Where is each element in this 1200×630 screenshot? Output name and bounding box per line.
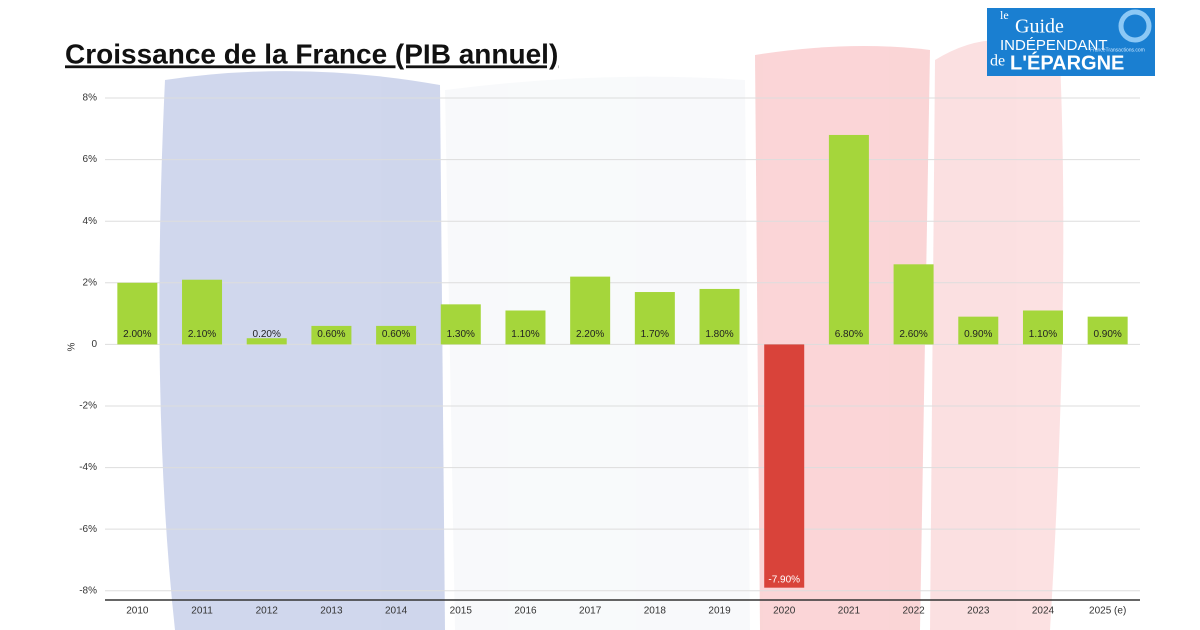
- logo-text: L'ÉPARGNE: [1010, 51, 1124, 74]
- chart-title: Croissance de la France (PIB annuel): [65, 38, 558, 69]
- x-tick-label: 2025 (e): [1089, 606, 1126, 617]
- data-label: 0.20%: [253, 329, 281, 340]
- y-tick-label: 0: [91, 339, 97, 350]
- data-label: 2.20%: [576, 329, 604, 340]
- data-label: 1.30%: [447, 329, 475, 340]
- x-tick-label: 2018: [644, 606, 667, 617]
- data-label: -7.90%: [768, 574, 800, 585]
- x-tick-label: 2024: [1032, 606, 1055, 617]
- x-tick-label: 2023: [967, 606, 990, 617]
- data-label: 1.80%: [705, 329, 733, 340]
- y-tick-label: -4%: [79, 462, 97, 473]
- data-label: 0.90%: [1093, 329, 1121, 340]
- bar: [1022, 310, 1063, 345]
- x-tick-label: 2017: [579, 606, 602, 617]
- x-tick-label: 2022: [902, 606, 925, 617]
- logo-ring: [1118, 9, 1152, 43]
- y-tick-label: 8%: [83, 93, 98, 104]
- y-tick-label: -2%: [79, 401, 97, 412]
- x-tick-label: 2010: [126, 606, 149, 617]
- bar: [1087, 316, 1128, 345]
- x-tick-label: 2020: [773, 606, 796, 617]
- x-tick-label: 2011: [191, 606, 213, 617]
- bar: [764, 344, 805, 588]
- data-label: 2.00%: [123, 329, 151, 340]
- y-tick-label: -6%: [79, 524, 97, 535]
- data-label: 0.90%: [964, 329, 992, 340]
- data-label: 0.60%: [382, 329, 410, 340]
- y-tick-label: 2%: [83, 277, 98, 288]
- data-label: 1.10%: [511, 329, 539, 340]
- bar: [699, 288, 740, 345]
- bar: [440, 304, 481, 345]
- y-axis-label: %: [67, 342, 78, 351]
- logo-text: le: [1000, 8, 1009, 22]
- bar: [634, 292, 675, 345]
- data-label: 0.60%: [317, 329, 345, 340]
- logo-text: INDÉPENDANT: [1000, 37, 1108, 54]
- data-label: 1.10%: [1029, 329, 1057, 340]
- logo-text: de: [990, 53, 1005, 70]
- x-tick-label: 2019: [708, 606, 731, 617]
- logo-text: Guide: [1015, 16, 1064, 38]
- x-tick-label: 2014: [385, 606, 408, 617]
- bar: [893, 264, 934, 345]
- bar: [570, 276, 611, 345]
- bar: [828, 134, 869, 345]
- y-tick-label: -8%: [79, 585, 97, 596]
- bar: [246, 338, 287, 345]
- bar: [311, 325, 352, 345]
- x-tick-label: 2021: [838, 606, 861, 617]
- bar: [376, 325, 417, 345]
- logo-box: [987, 8, 1155, 76]
- x-tick-label: 2016: [514, 606, 537, 617]
- data-label: 1.70%: [641, 329, 669, 340]
- x-tick-label: 2012: [256, 606, 279, 617]
- logo-text: FranceTransactions.com: [1090, 47, 1145, 53]
- bar: [117, 282, 158, 345]
- bar: [182, 279, 223, 345]
- logo: le Guide INDÉPENDANT FranceTransactions.…: [987, 8, 1155, 76]
- y-tick-label: 6%: [83, 154, 98, 165]
- data-label: 2.10%: [188, 329, 216, 340]
- x-tick-label: 2015: [450, 606, 473, 617]
- y-tick-label: 4%: [83, 216, 98, 227]
- bar: [958, 316, 999, 345]
- data-label: 2.60%: [899, 329, 927, 340]
- bar: [505, 310, 546, 345]
- data-label: 6.80%: [835, 329, 863, 340]
- x-tick-label: 2013: [320, 606, 343, 617]
